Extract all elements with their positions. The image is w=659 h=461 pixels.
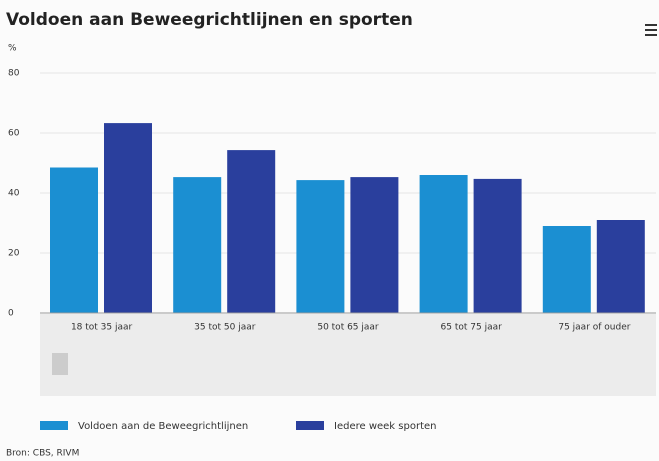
bar <box>596 220 645 313</box>
source: Bron: CBS, RIVM <box>6 449 79 459</box>
x-tick-label: 35 tot 50 jaar <box>194 323 256 333</box>
y-tick-label: 80 <box>8 69 20 79</box>
y-tick-label: 40 <box>8 189 20 199</box>
bar <box>350 177 399 313</box>
legend-swatch <box>40 421 68 430</box>
x-tick-label: 65 tot 75 jaar <box>441 323 503 333</box>
icon <box>52 353 68 375</box>
x-tick-label: 18 tot 35 jaar <box>71 323 133 333</box>
bar <box>296 180 345 313</box>
legend-label: Iedere week sporten <box>334 421 436 432</box>
legend-label: Voldoen aan de Beweegrichtlijnen <box>78 421 248 432</box>
y-tick-label: 60 <box>8 129 20 139</box>
bar <box>227 150 276 313</box>
x-axis-panel <box>40 314 656 396</box>
y-tick-label: 20 <box>8 249 20 259</box>
bar <box>104 123 152 313</box>
bar <box>50 167 98 313</box>
bar <box>419 175 468 313</box>
bar <box>542 226 591 313</box>
bar <box>473 178 522 313</box>
y-tick-label: 0 <box>8 309 14 319</box>
x-tick-label: 75 jaar of ouder <box>558 323 630 333</box>
menu-icon[interactable] <box>645 24 657 36</box>
bar <box>173 177 222 313</box>
chart-title: Voldoen aan Beweegrichtlijnen en sporten <box>6 10 413 30</box>
legend-swatch <box>296 421 324 430</box>
x-tick-label: 50 tot 65 jaar <box>317 323 379 333</box>
y-axis-label: % <box>8 44 17 54</box>
